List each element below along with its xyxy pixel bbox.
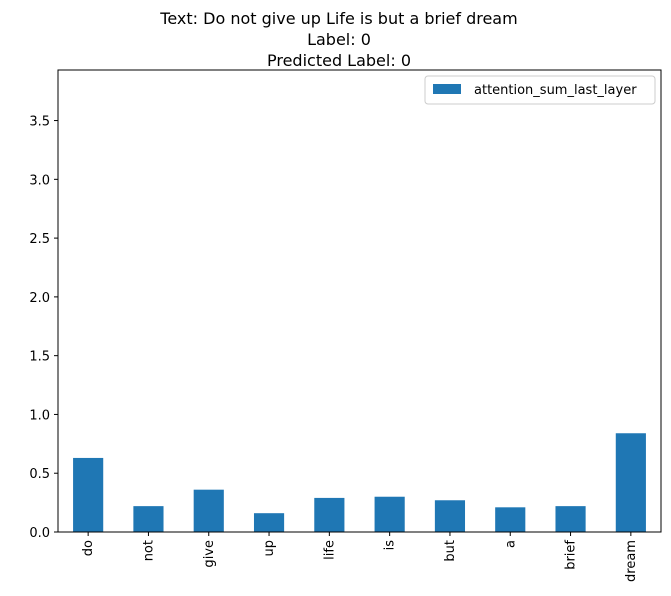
y-tick-label: 1.0 bbox=[29, 408, 50, 423]
x-tick-label: life bbox=[322, 540, 337, 560]
x-tick-label: dream bbox=[624, 540, 639, 582]
bars-group bbox=[73, 433, 646, 532]
y-tick-label: 3.0 bbox=[29, 173, 50, 188]
y-tick-label: 0.0 bbox=[29, 526, 50, 541]
title-text-line: Text: Do not give up Life is but a brief… bbox=[159, 9, 517, 28]
y-tick-label: 0.5 bbox=[29, 467, 50, 482]
x-tick-label: brief bbox=[564, 540, 579, 570]
bar-but bbox=[434, 500, 466, 532]
legend-label: attention_sum_last_layer bbox=[474, 83, 637, 98]
legend-box bbox=[424, 75, 656, 105]
title-label-line: Label: 0 bbox=[307, 30, 371, 49]
bar-give bbox=[193, 489, 224, 532]
bar-life bbox=[314, 497, 345, 532]
x-tick-label: do bbox=[81, 540, 96, 556]
x-tick-label: a bbox=[503, 540, 518, 548]
bar-dream bbox=[615, 433, 646, 532]
x-tick-label: up bbox=[262, 540, 277, 557]
bar-a bbox=[495, 507, 526, 532]
x-tick-label: give bbox=[202, 540, 217, 568]
x-tick-label: not bbox=[141, 540, 156, 561]
bar-up bbox=[253, 513, 285, 532]
y-tick-label: 1.5 bbox=[29, 350, 50, 365]
title-predicted-line: Predicted Label: 0 bbox=[267, 51, 411, 70]
x-tick-label: is bbox=[383, 540, 398, 551]
x-tick-label: but bbox=[443, 540, 458, 562]
bar-brief bbox=[555, 506, 586, 532]
legend-swatch bbox=[433, 84, 461, 94]
y-tick-label: 3.5 bbox=[29, 115, 50, 130]
chart-title: Text: Do not give up Life is but a brief… bbox=[159, 9, 517, 70]
y-tick-label: 2.0 bbox=[29, 291, 50, 306]
bar-is bbox=[374, 496, 405, 532]
legend: attention_sum_last_layer bbox=[424, 75, 656, 105]
y-tick-label: 2.5 bbox=[29, 232, 50, 247]
bar-not bbox=[133, 506, 164, 532]
y-axis: 0.0 0.5 1.0 1.5 2.0 2.5 3.0 3.5 bbox=[29, 115, 58, 541]
bar-do bbox=[73, 457, 104, 532]
plot-frame bbox=[57, 69, 662, 533]
x-axis: do not give up life is but a brief dream bbox=[81, 532, 639, 582]
